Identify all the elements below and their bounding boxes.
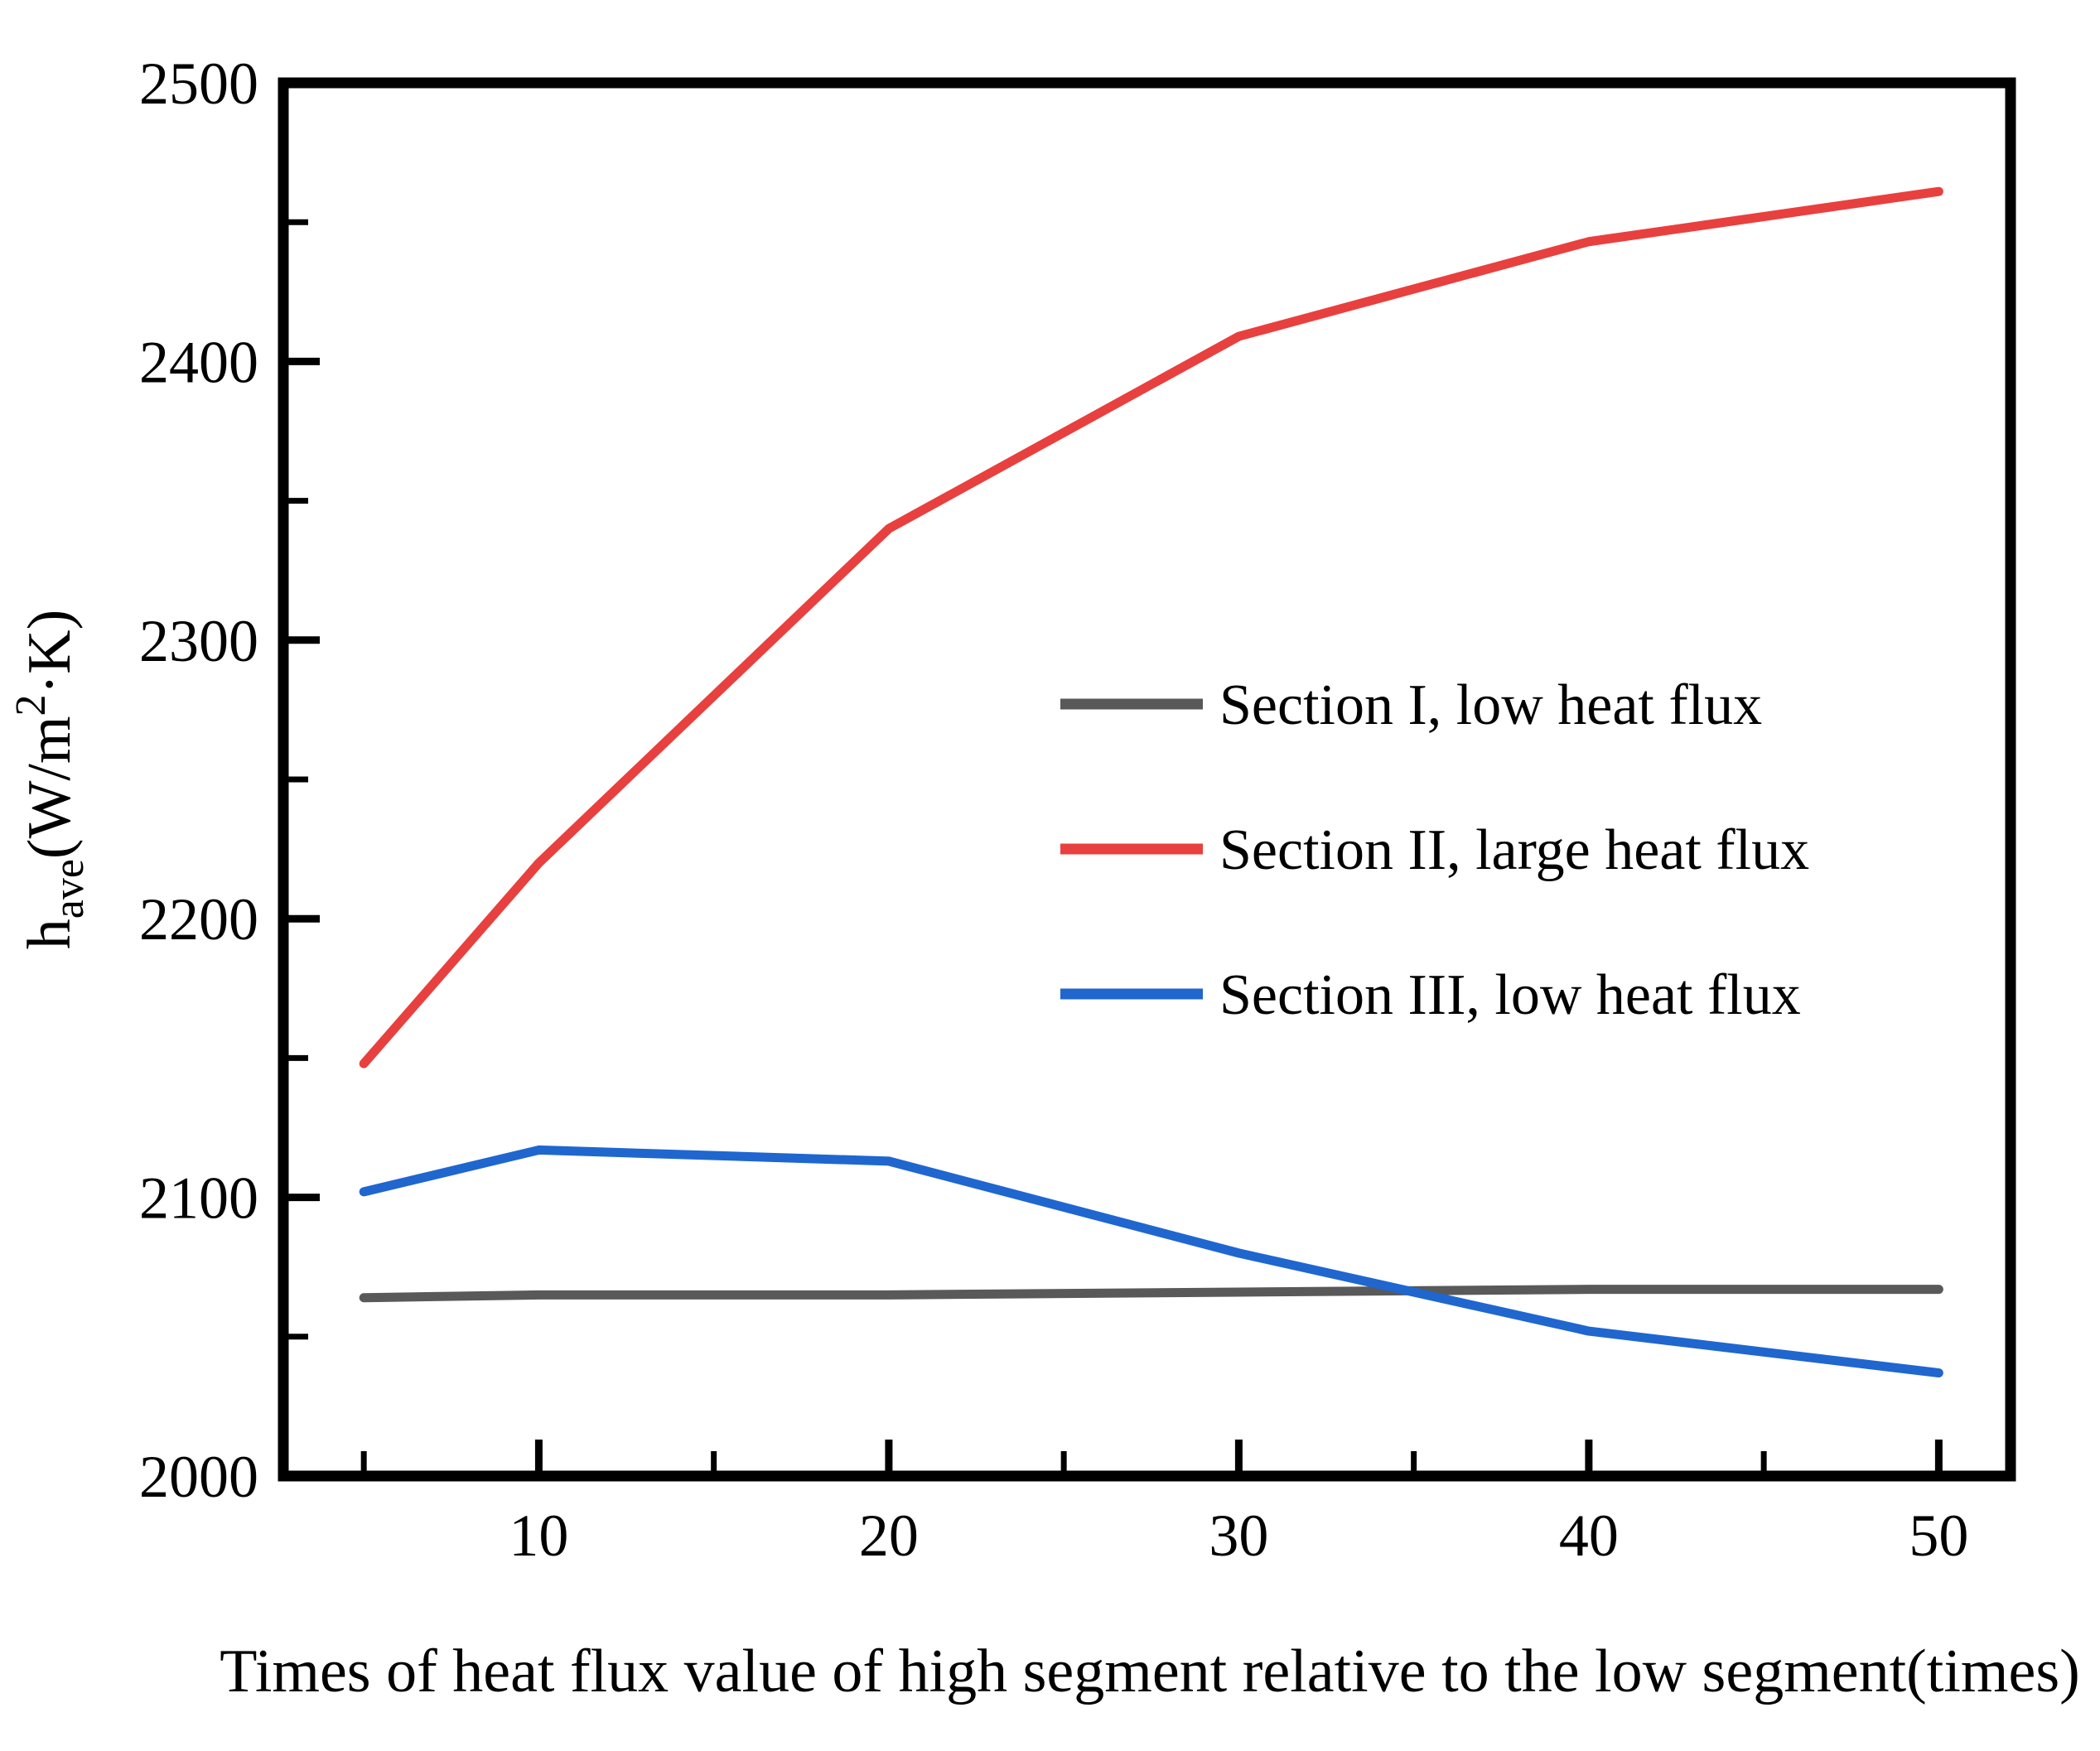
legend-label-2: Section II, large heat flux bbox=[1219, 818, 1809, 882]
series-lines bbox=[359, 186, 1943, 1378]
x-tick-label: 40 bbox=[1559, 1503, 1619, 1569]
x-minor-ticks bbox=[360, 1451, 1767, 1471]
x-tick-labels: 10 20 30 40 50 bbox=[509, 1503, 1968, 1569]
x-axis-title: Times of heat flux value of high segment… bbox=[220, 1638, 2080, 1705]
y-tick-label: 2000 bbox=[139, 1444, 258, 1510]
x-tick-label: 20 bbox=[859, 1503, 919, 1569]
series-line-3 bbox=[359, 1145, 1943, 1378]
legend-item-3: Section III, low heat flux bbox=[1060, 963, 1801, 1027]
y-tick-label: 2100 bbox=[139, 1165, 258, 1232]
legend-item-2: Section II, large heat flux bbox=[1060, 818, 1809, 882]
x-tick-label: 30 bbox=[1209, 1503, 1268, 1569]
x-major-ticks bbox=[534, 1440, 1943, 1471]
legend-label-3: Section III, low heat flux bbox=[1219, 963, 1801, 1027]
legend: Section I, low heat flux Section II, larg… bbox=[1060, 673, 1809, 1027]
y-tick-label: 2300 bbox=[139, 608, 258, 674]
y-minor-ticks bbox=[288, 219, 308, 1340]
x-tick-label: 10 bbox=[509, 1503, 568, 1569]
legend-item-1: Section I, low heat flux bbox=[1060, 673, 1762, 737]
plot-frame bbox=[278, 77, 2016, 1482]
y-major-ticks bbox=[288, 357, 320, 1202]
y-tick-label: 2200 bbox=[139, 886, 258, 953]
x-tick-label: 50 bbox=[1909, 1503, 1968, 1569]
series-line-2 bbox=[359, 186, 1943, 1068]
legend-label-1: Section I, low heat flux bbox=[1219, 673, 1762, 737]
y-tick-labels: 2000 2100 2200 2300 2400 2500 bbox=[139, 51, 258, 1510]
y-tick-label: 2500 bbox=[139, 51, 258, 117]
y-tick-label: 2400 bbox=[139, 329, 258, 395]
y-axis-title: have(W/m2·K) bbox=[7, 610, 93, 950]
series-line-1 bbox=[359, 1285, 1943, 1303]
